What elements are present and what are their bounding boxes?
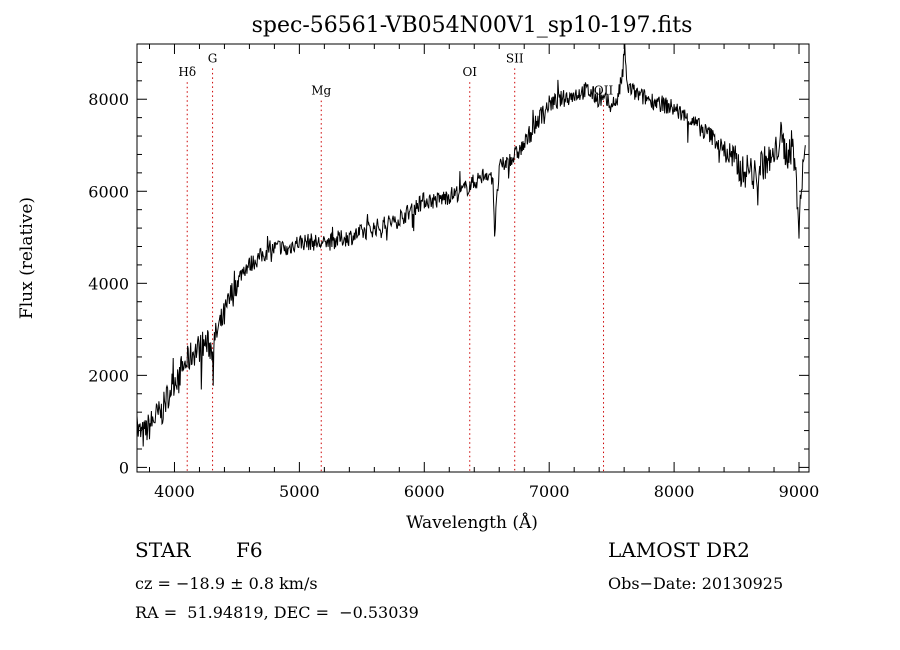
y-tick-label: 8000 xyxy=(88,90,129,109)
spectrum-line xyxy=(136,43,806,447)
y-tick-label: 2000 xyxy=(88,366,129,385)
object-type: STAR xyxy=(135,538,191,562)
marker-label: OII xyxy=(594,84,614,98)
spectrum-chart: spec-56561-VB054N00V1_sp10-197.fits Hδ G M… xyxy=(17,13,820,533)
y-tick-label: 4000 xyxy=(88,274,129,293)
x-tick-label: 5000 xyxy=(279,482,320,501)
marker-label: Mg xyxy=(311,84,331,98)
observation-date: Obs−Date: 20130925 xyxy=(608,574,784,593)
y-tick-label: 6000 xyxy=(88,182,129,201)
y-axis-label: Flux (relative) xyxy=(17,197,37,319)
x-tick-label: 6000 xyxy=(404,482,445,501)
y-tick-label: 0 xyxy=(119,458,129,477)
line-markers: Hδ G Mg OI SII OII xyxy=(178,51,613,472)
marker-label: G xyxy=(208,51,218,65)
x-tick-label: 7000 xyxy=(529,482,570,501)
chart-title: spec-56561-VB054N00V1_sp10-197.fits xyxy=(252,13,693,38)
redshift-value: cz = −18.9 ± 0.8 km/s xyxy=(135,574,318,593)
marker-label: OI xyxy=(462,65,477,79)
marker-label: SII xyxy=(506,51,524,65)
y-axis: 0 2000 4000 6000 8000 xyxy=(88,61,809,477)
x-tick-label: 4000 xyxy=(154,482,195,501)
x-axis-label: Wavelength (Å) xyxy=(406,512,538,533)
x-tick-label: 8000 xyxy=(654,482,695,501)
coordinates: RA = 51.94819, DEC = −0.53039 xyxy=(135,603,419,622)
marker-label: Hδ xyxy=(178,65,196,79)
survey-name: LAMOST DR2 xyxy=(608,538,750,562)
x-tick-label: 9000 xyxy=(779,482,820,501)
plot-frame xyxy=(136,43,810,473)
spectral-subclass: F6 xyxy=(236,538,263,562)
x-axis: 4000 5000 6000 7000 8000 9000 xyxy=(148,44,820,501)
